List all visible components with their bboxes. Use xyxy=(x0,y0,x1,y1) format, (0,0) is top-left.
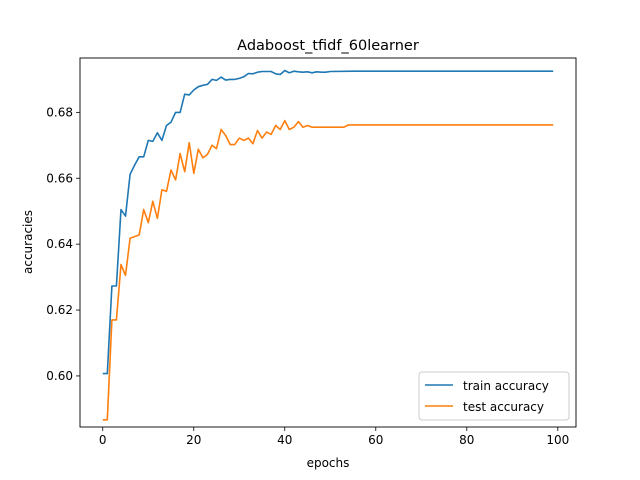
legend-label-test: test accuracy xyxy=(463,400,544,414)
train-accuracy-line xyxy=(102,69,554,375)
x-tick-label: 20 xyxy=(186,433,201,447)
x-tick-label: 60 xyxy=(368,433,383,447)
plot-lines xyxy=(102,69,554,421)
legend: train accuracy test accuracy xyxy=(418,371,570,421)
x-axis-ticks: 0 20 40 60 80 100 xyxy=(99,427,569,447)
y-axis-label: accuracies xyxy=(21,210,35,274)
x-tick-label: 80 xyxy=(459,433,474,447)
x-tick-label: 0 xyxy=(99,433,107,447)
y-tick-label: 0.62 xyxy=(46,303,73,317)
legend-label-train: train accuracy xyxy=(463,379,549,393)
x-tick-label: 40 xyxy=(277,433,292,447)
y-tick-label: 0.66 xyxy=(46,171,73,185)
chart-title: Adaboost_tfidf_60learner xyxy=(237,38,419,54)
y-tick-label: 0.60 xyxy=(46,369,73,383)
x-axis-label: epochs xyxy=(307,456,350,470)
test-accuracy-line xyxy=(102,119,554,421)
x-tick-label: 100 xyxy=(546,433,569,447)
legend-box xyxy=(418,371,570,421)
y-tick-label: 0.64 xyxy=(46,237,73,251)
y-axis-ticks: 0.60 0.62 0.64 0.66 0.68 xyxy=(46,105,80,383)
plot-area-frame xyxy=(79,57,577,428)
y-tick-label: 0.68 xyxy=(46,105,73,119)
